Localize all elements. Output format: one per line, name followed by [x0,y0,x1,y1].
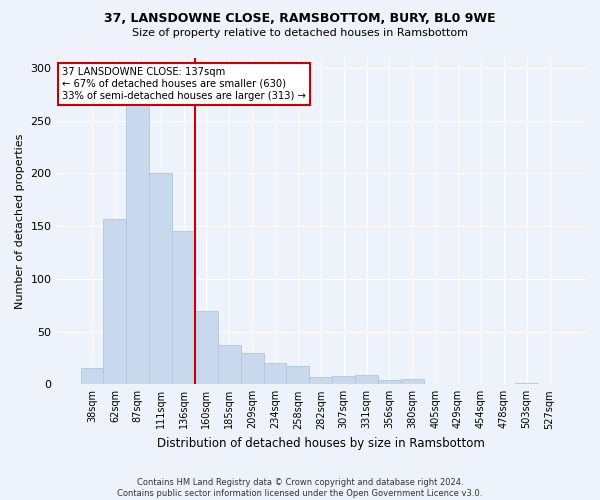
Bar [103,219,127,384]
Bar [149,174,172,384]
Bar [195,310,218,384]
Y-axis label: Number of detached properties: Number of detached properties [15,133,25,308]
Bar [218,346,241,385]
Bar [310,377,332,384]
Text: Contains HM Land Registry data © Crown copyright and database right 2024.
Contai: Contains HM Land Registry data © Crown c… [118,478,482,498]
Text: 37 LANSDOWNE CLOSE: 137sqm
← 67% of detached houses are smaller (630)
33% of sem: 37 LANSDOWNE CLOSE: 137sqm ← 67% of deta… [62,68,306,100]
Bar [286,366,310,384]
X-axis label: Distribution of detached houses by size in Ramsbottom: Distribution of detached houses by size … [157,437,485,450]
Bar [355,375,378,384]
Text: Size of property relative to detached houses in Ramsbottom: Size of property relative to detached ho… [132,28,468,38]
Bar [241,352,263,384]
Bar [332,376,355,384]
Text: 37, LANSDOWNE CLOSE, RAMSBOTTOM, BURY, BL0 9WE: 37, LANSDOWNE CLOSE, RAMSBOTTOM, BURY, B… [104,12,496,26]
Bar [80,368,103,384]
Bar [378,380,401,384]
Bar [263,363,286,384]
Bar [127,78,149,384]
Bar [401,379,424,384]
Bar [172,232,195,384]
